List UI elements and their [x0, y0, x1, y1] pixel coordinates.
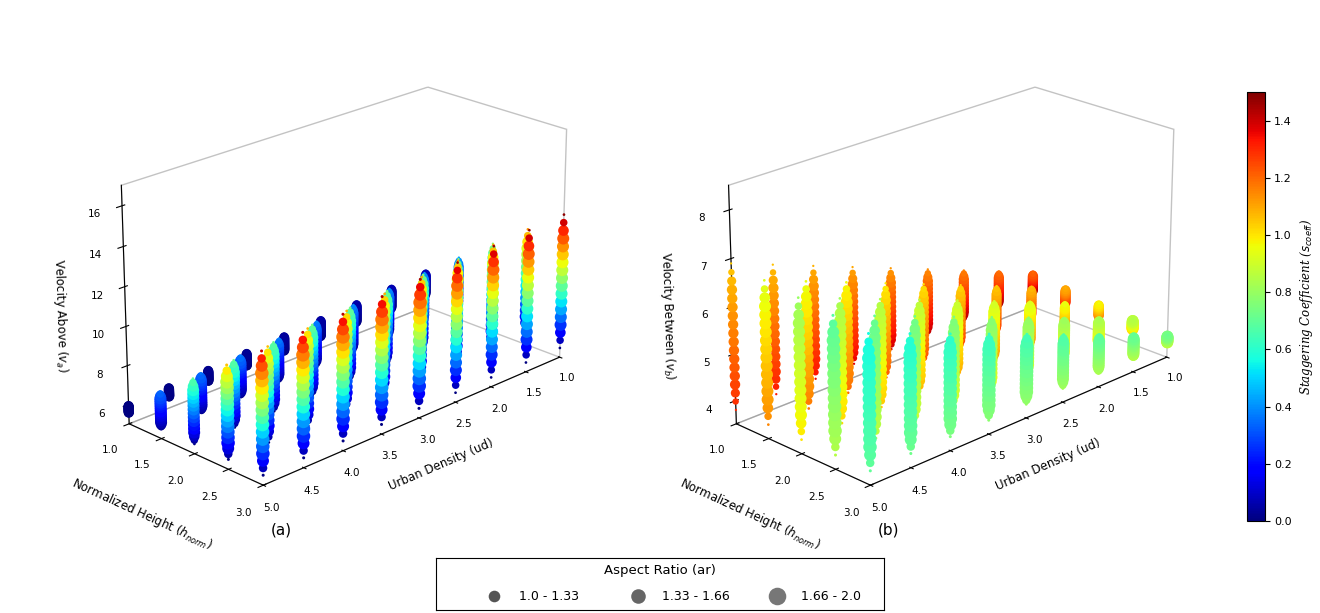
Text: 1.33 - 1.66: 1.33 - 1.66 [663, 590, 730, 603]
Text: (a): (a) [271, 522, 292, 537]
Point [627, 592, 648, 601]
X-axis label: Urban Density (ud): Urban Density (ud) [387, 436, 495, 492]
X-axis label: Urban Density (ud): Urban Density (ud) [994, 436, 1102, 492]
Y-axis label: Normalized Height ($h_{norm}$): Normalized Height ($h_{norm}$) [677, 474, 822, 554]
Text: (b): (b) [878, 522, 899, 537]
Text: 1.0 - 1.33: 1.0 - 1.33 [519, 590, 578, 603]
Point [483, 592, 504, 601]
Text: 1.66 - 2.0: 1.66 - 2.0 [801, 590, 862, 603]
Text: Aspect Ratio (ar): Aspect Ratio (ar) [605, 564, 715, 577]
Y-axis label: Staggering Coefficient ($s_{coeff}$): Staggering Coefficient ($s_{coeff}$) [1298, 218, 1315, 395]
Point [766, 592, 787, 601]
Y-axis label: Normalized Height ($h_{norm}$): Normalized Height ($h_{norm}$) [70, 474, 215, 554]
